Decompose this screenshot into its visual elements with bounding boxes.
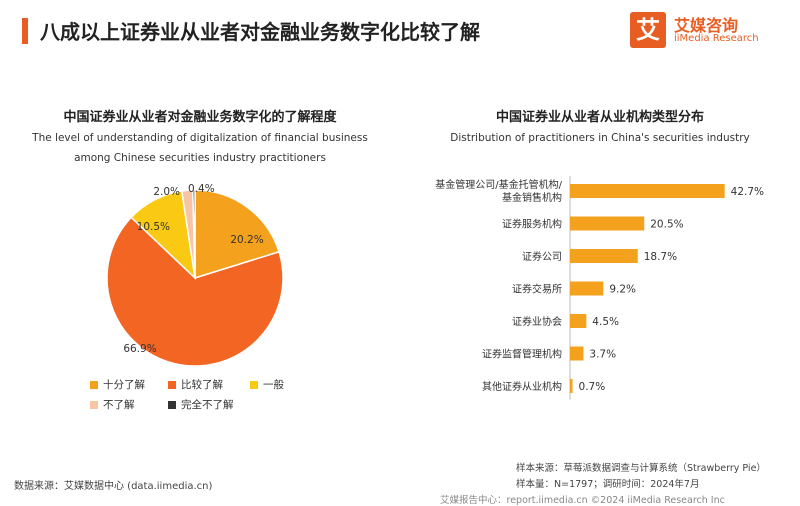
bar — [570, 249, 638, 263]
bar-value-label: 4.5% — [592, 316, 619, 328]
bar-category-label: 证券交易所 — [512, 283, 562, 296]
bar — [570, 184, 725, 198]
bar — [570, 216, 645, 231]
data-source-note: 数据来源：艾媒数据中心 (data.iimedia.cn) — [14, 481, 213, 492]
bar-category-label: 证券业协会 — [512, 315, 562, 328]
legend-item: 完全不了解 — [168, 397, 234, 412]
pie-chart-subtitle: The level of understanding of digitaliza… — [32, 132, 368, 164]
pie-data-label: 0.4% — [188, 183, 215, 195]
pie-chart: 20.2% 66.9% 10.5% 2.0% 0.4% — [106, 183, 284, 367]
legend-item: 十分了解 — [90, 377, 145, 392]
legend-swatch — [90, 381, 98, 389]
brand-name-cn: 艾媒咨询 — [674, 16, 739, 35]
bar-category-label: 基金管理公司/基金托管机构/ — [435, 178, 562, 191]
bar-chart: 42.7% 基金管理公司/基金托管机构/基金销售机构 20.5% 证券服务机构 18.7… — [435, 176, 764, 400]
legend-label: 十分了解 — [103, 379, 145, 391]
legend-label: 完全不了解 — [181, 399, 234, 411]
legend-label: 比较了解 — [181, 379, 223, 391]
pie-slice — [194, 189, 280, 280]
pie-data-label: 66.9% — [123, 343, 156, 355]
bar — [570, 314, 587, 328]
bar-chart-title: 中国证券业从业者从业机构类型分布 — [495, 110, 704, 125]
brand-logo-icon: 艾 — [630, 12, 666, 48]
bar-category-label: 证券公司 — [522, 250, 562, 263]
pie-data-label: 2.0% — [153, 186, 180, 198]
legend-label: 一般 — [263, 379, 284, 391]
legend-item: 不了解 — [90, 397, 135, 412]
bar-category-label: 证券监督管理机构 — [482, 348, 562, 361]
bar — [570, 281, 604, 296]
bar — [570, 346, 584, 361]
pie-slice — [192, 189, 196, 279]
title-accent-bar — [22, 18, 28, 44]
brand-logo: 艾 艾媒咨询 iiMedia Research — [630, 10, 780, 50]
bar-value-label: 3.7% — [589, 349, 616, 361]
sample-size-note: 样本量：N=1797；调研时间：2024年7月 — [516, 479, 700, 490]
legend-swatch — [90, 401, 98, 409]
bar-chart-subtitle: Distribution of practitioners in China's… — [450, 132, 750, 144]
pie-data-label: 20.2% — [230, 234, 263, 246]
bar-category-label: 其他证券从业机构 — [482, 380, 562, 393]
title-bar: 八成以上证券业从业者对金融业务数字化比较了解 艾 艾媒咨询 iiMedia Re… — [0, 0, 800, 62]
legend-swatch — [168, 381, 176, 389]
report-center-footer: 艾媒报告中心：report.iimedia.cn ©2024 iiMedia R… — [440, 495, 725, 506]
bar — [570, 379, 573, 393]
bar-value-label: 18.7% — [644, 251, 677, 263]
sample-source-note: 样本来源：草莓派数据调查与计算系统（Strawberry Pie） — [516, 463, 766, 474]
pie-chart-title: 中国证券业从业者对金融业务数字化的了解程度 — [63, 110, 337, 125]
bar-value-label: 0.7% — [579, 381, 606, 393]
bar-value-label: 20.5% — [650, 219, 683, 231]
legend-label: 不了解 — [103, 399, 135, 411]
pie-data-label: 10.5% — [137, 221, 170, 233]
legend-swatch — [250, 381, 258, 389]
bar-category-label: 证券服务机构 — [502, 218, 562, 231]
brand-name-en: iiMedia Research — [674, 33, 759, 44]
legend-item: 比较了解 — [168, 377, 223, 392]
legend-item: 一般 — [250, 377, 284, 392]
pie-slice — [106, 216, 284, 367]
bar-value-label: 42.7% — [731, 186, 764, 198]
bar-value-label: 9.2% — [609, 284, 636, 296]
page-title: 八成以上证券业从业者对金融业务数字化比较了解 — [40, 20, 480, 44]
bar-category-label: 基金销售机构 — [502, 191, 562, 204]
legend-swatch — [168, 401, 176, 409]
